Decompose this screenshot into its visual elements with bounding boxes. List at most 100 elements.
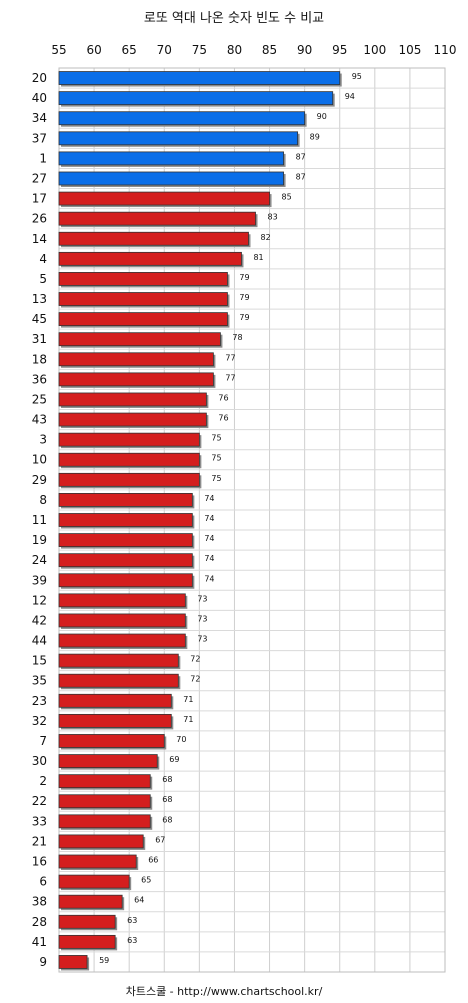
value-label: 72 <box>190 655 200 664</box>
value-label: 77 <box>225 373 235 382</box>
bar-41 <box>58 934 116 949</box>
category-label: 17 <box>32 192 47 206</box>
category-label: 44 <box>32 634 47 648</box>
bar-13 <box>58 292 228 306</box>
bar-23 <box>58 693 172 708</box>
category-label: 40 <box>32 91 47 105</box>
value-label: 74 <box>204 574 214 583</box>
bar-39 <box>58 573 193 588</box>
bar-40 <box>58 91 334 106</box>
category-label: 35 <box>32 674 47 688</box>
value-label: 85 <box>282 193 292 202</box>
value-label: 63 <box>127 936 137 945</box>
x-tick-label: 100 <box>363 43 386 57</box>
category-label: 29 <box>32 473 47 487</box>
bar-36 <box>58 372 214 387</box>
category-label: 4 <box>39 252 47 266</box>
value-label: 73 <box>197 635 207 644</box>
value-label: 73 <box>197 614 207 623</box>
category-label: 9 <box>39 955 47 969</box>
bar-9 <box>58 955 88 969</box>
value-label: 69 <box>169 755 179 764</box>
value-label: 77 <box>225 353 235 362</box>
category-label: 12 <box>32 593 47 607</box>
value-label: 82 <box>260 233 270 242</box>
value-label: 73 <box>197 594 207 603</box>
value-label: 87 <box>296 172 306 181</box>
chart-title: 로또 역대 나온 숫자 빈도 수 비교 <box>144 11 324 26</box>
category-label: 16 <box>32 855 47 869</box>
bar-18 <box>58 352 214 367</box>
value-label: 70 <box>176 735 186 744</box>
value-label: 90 <box>317 112 327 121</box>
bar-32 <box>58 713 172 728</box>
value-label: 65 <box>141 876 151 885</box>
value-label: 68 <box>162 795 172 804</box>
category-label: 42 <box>32 613 47 627</box>
category-label: 34 <box>32 111 47 125</box>
x-tick-label: 110 <box>434 43 457 57</box>
bar-3 <box>58 432 200 447</box>
category-label: 36 <box>32 372 47 386</box>
value-label: 68 <box>162 775 172 784</box>
value-label: 76 <box>218 414 228 423</box>
value-label: 76 <box>218 393 228 402</box>
bar-2 <box>58 774 151 789</box>
bar-7 <box>58 734 165 748</box>
category-label: 26 <box>32 212 47 226</box>
category-label: 39 <box>32 573 47 587</box>
value-label: 81 <box>253 253 263 262</box>
value-label: 74 <box>204 514 214 523</box>
category-label: 21 <box>32 834 47 848</box>
value-label: 71 <box>183 715 193 724</box>
category-label: 23 <box>32 694 47 708</box>
value-label: 75 <box>211 434 221 443</box>
value-label: 87 <box>296 152 306 161</box>
value-label: 83 <box>268 213 278 222</box>
bar-27 <box>58 171 284 186</box>
category-label: 6 <box>39 875 47 889</box>
category-label: 41 <box>32 935 47 949</box>
x-tick-label: 85 <box>262 43 277 57</box>
category-label: 20 <box>32 71 47 85</box>
category-label: 32 <box>32 714 47 728</box>
category-label: 37 <box>32 131 47 145</box>
category-label: 11 <box>32 513 47 527</box>
x-tick-label: 105 <box>398 43 421 57</box>
value-label: 66 <box>148 856 158 865</box>
bar-28 <box>58 914 116 929</box>
footer-credit: 차트스쿨 - http://www.chartschool.kr/ <box>126 985 323 998</box>
bar-12 <box>58 593 186 608</box>
value-label: 67 <box>155 835 165 844</box>
value-label: 75 <box>211 474 221 483</box>
bar-29 <box>58 472 200 487</box>
category-label: 8 <box>39 493 47 507</box>
category-label: 33 <box>32 814 47 828</box>
x-tick-label: 75 <box>192 43 207 57</box>
bar-15 <box>58 653 179 668</box>
bar-11 <box>58 513 193 527</box>
value-label: 64 <box>134 896 144 905</box>
category-label: 27 <box>32 171 47 185</box>
bar-37 <box>58 131 299 146</box>
value-label: 74 <box>204 494 214 503</box>
bar-34 <box>58 111 306 126</box>
value-label: 74 <box>204 554 214 563</box>
bar-14 <box>58 231 249 246</box>
category-label: 19 <box>32 533 47 547</box>
bar-4 <box>58 251 242 266</box>
x-tick-label: 95 <box>332 43 347 57</box>
category-label: 14 <box>32 232 47 246</box>
bar-31 <box>58 332 221 347</box>
x-tick-label: 90 <box>297 43 312 57</box>
bar-26 <box>58 211 256 226</box>
bar-21 <box>58 834 144 849</box>
category-label: 13 <box>32 292 47 306</box>
value-label: 79 <box>239 313 249 322</box>
value-label: 79 <box>239 293 249 302</box>
x-tick-label: 70 <box>157 43 172 57</box>
value-label: 72 <box>190 675 200 684</box>
x-tick-label: 55 <box>51 43 66 57</box>
